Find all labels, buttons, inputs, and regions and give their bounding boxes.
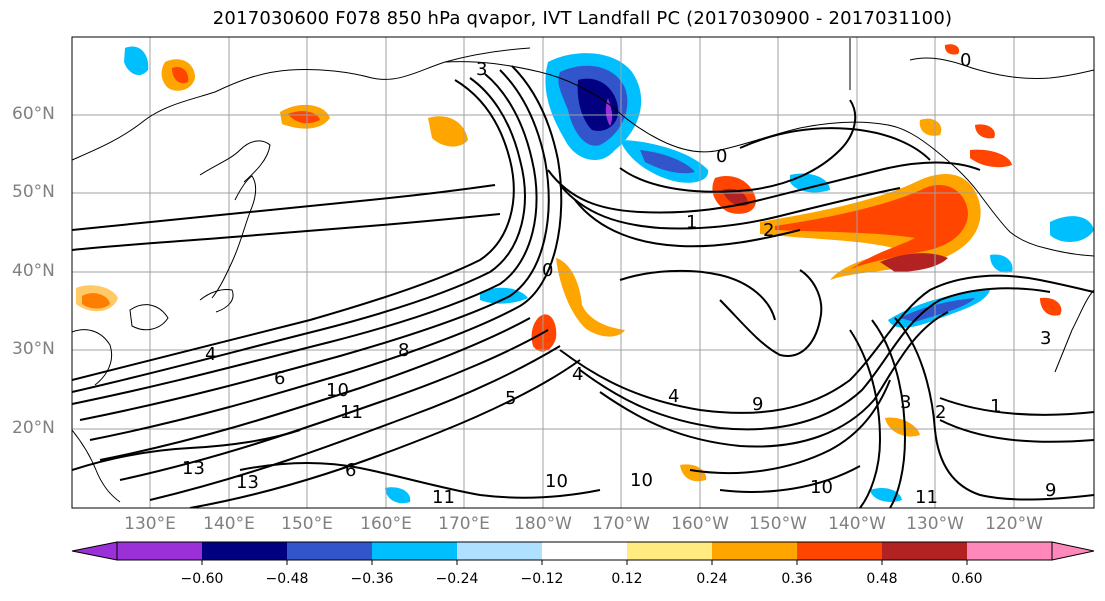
contour-label: 13 bbox=[236, 472, 259, 493]
colorbar-tick-label: 0.36 bbox=[781, 571, 813, 587]
colorbar-bin bbox=[287, 542, 372, 560]
colorbar-tick-label: −0.12 bbox=[520, 571, 564, 587]
lon-label: 170°E bbox=[438, 514, 490, 534]
contour-label: 0 bbox=[960, 50, 971, 71]
lat-label: 50°N bbox=[12, 182, 55, 202]
contour-label: 4 bbox=[205, 344, 216, 365]
colorbar-tick-label: −0.36 bbox=[350, 571, 394, 587]
contour-label: 4 bbox=[572, 364, 583, 385]
lon-label: 140°E bbox=[203, 514, 255, 534]
lon-label: 140°W bbox=[828, 514, 886, 534]
contour-label: 10 bbox=[810, 477, 833, 498]
contour-label: 6 bbox=[274, 368, 285, 389]
lon-label: 150°E bbox=[281, 514, 333, 534]
contour-label: 10 bbox=[545, 471, 568, 492]
colorbar-tick-label: 0.48 bbox=[866, 571, 898, 587]
colorbar-tick-label: 0.24 bbox=[696, 571, 728, 587]
contour-label: 9 bbox=[752, 394, 763, 415]
colorbar-tick-label: −0.48 bbox=[265, 571, 309, 587]
colorbar-high-extension bbox=[1051, 541, 1095, 561]
colorbar-tick-label: −0.60 bbox=[180, 571, 224, 587]
lat-label: 20°N bbox=[12, 418, 55, 438]
contour-label: 10 bbox=[326, 380, 349, 401]
lat-label: 30°N bbox=[12, 339, 55, 359]
contour-label: 10 bbox=[630, 470, 653, 491]
colorbar-low-extension bbox=[71, 541, 118, 561]
colorbar-bin bbox=[457, 542, 542, 560]
lon-label: 180°W bbox=[514, 514, 572, 534]
lon-label: 160°E bbox=[360, 514, 412, 534]
lon-label: 170°W bbox=[592, 514, 650, 534]
contour-label: 3 bbox=[1040, 328, 1051, 349]
contour-label: 11 bbox=[915, 487, 938, 508]
contour-label: 11 bbox=[432, 487, 455, 508]
contour-label: 11 bbox=[340, 402, 363, 423]
shading-layer bbox=[76, 44, 1094, 504]
colorbar-bin bbox=[967, 542, 1052, 560]
lon-label: 160°W bbox=[671, 514, 729, 534]
colorbar-bin bbox=[797, 542, 882, 560]
colorbar bbox=[71, 541, 1095, 565]
contour-label: 4 bbox=[668, 386, 679, 407]
lon-label: 130°E bbox=[124, 514, 176, 534]
contour-label: 0 bbox=[542, 260, 553, 281]
contour-label: 2 bbox=[763, 220, 774, 241]
colorbar-bin bbox=[117, 542, 202, 560]
contour-label: 5 bbox=[505, 388, 516, 409]
colorbar-tick-label: 0.60 bbox=[951, 571, 983, 587]
lon-label: 130°W bbox=[906, 514, 964, 534]
lat-label: 40°N bbox=[12, 261, 55, 281]
coastlines bbox=[72, 38, 1094, 503]
contour-label: 2 bbox=[935, 402, 946, 423]
colorbar-tick-label: 0.12 bbox=[611, 571, 643, 587]
colorbar-bin bbox=[202, 542, 287, 560]
colorbar-tick-label: −0.24 bbox=[435, 571, 479, 587]
contour-label: 8 bbox=[398, 340, 409, 361]
lon-label: 120°W bbox=[985, 514, 1043, 534]
contour-label: 6 bbox=[345, 460, 356, 481]
contour-label: 9 bbox=[1045, 480, 1056, 501]
contour-label: 13 bbox=[182, 458, 205, 479]
contour-label: 3 bbox=[900, 392, 911, 413]
colorbar-bin bbox=[627, 542, 712, 560]
colorbar-bin bbox=[372, 542, 457, 560]
colorbar-bin bbox=[712, 542, 797, 560]
contour-label: 1 bbox=[686, 212, 697, 233]
map-frame bbox=[71, 36, 1095, 509]
contour-label: 3 bbox=[476, 59, 487, 80]
contour-label: 1 bbox=[990, 396, 1001, 417]
contour-label: 0 bbox=[716, 146, 727, 167]
colorbar-bin bbox=[882, 542, 967, 560]
contour-label-group: 2 1 3 0 0 4 6 6 10 10 11 13 13 8 4 4 9 1… bbox=[182, 50, 1056, 508]
lat-label: 60°N bbox=[12, 104, 55, 124]
contour-lines bbox=[72, 65, 1094, 508]
lon-label: 150°W bbox=[749, 514, 807, 534]
colorbar-bin bbox=[542, 542, 627, 560]
map-title: 2017030600 F078 850 hPa qvapor, IVT Land… bbox=[212, 8, 953, 29]
